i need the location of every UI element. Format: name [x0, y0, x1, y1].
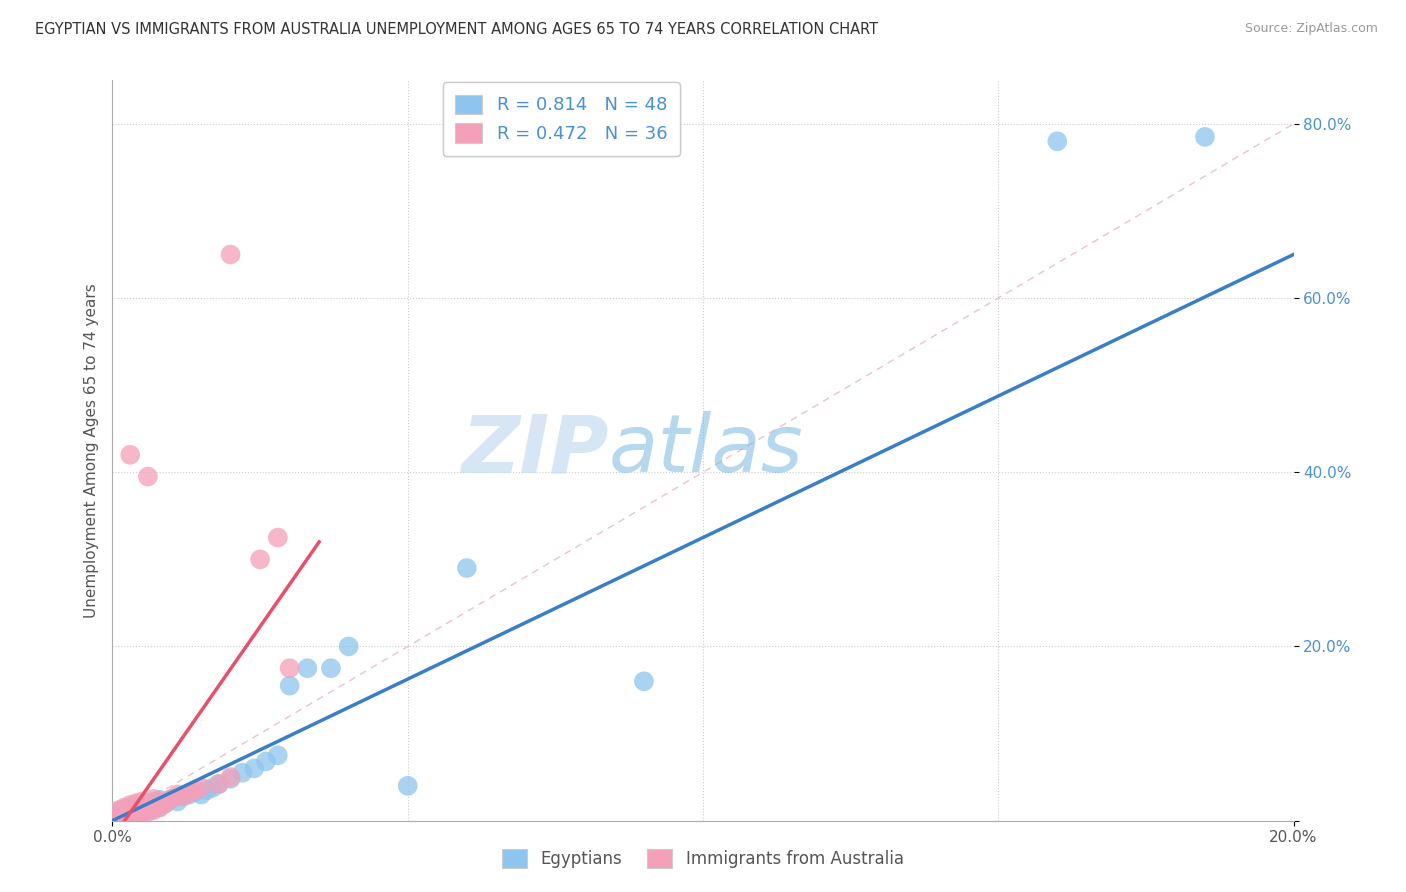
Point — [125, 796, 148, 810]
Point — [1046, 134, 1069, 148]
Point — [149, 795, 172, 809]
Point — [136, 797, 159, 812]
Y-axis label: Unemployment Among Ages 65 to 74 years: Unemployment Among Ages 65 to 74 years — [83, 283, 98, 618]
Point — [149, 800, 172, 814]
Point — [633, 674, 655, 689]
Point — [107, 808, 129, 822]
Point — [142, 803, 165, 817]
Point — [155, 796, 177, 810]
Point — [120, 800, 142, 814]
Point — [456, 561, 478, 575]
Point — [267, 531, 290, 545]
Point — [160, 792, 183, 806]
Point — [208, 777, 231, 791]
Text: ZIP: ZIP — [461, 411, 609, 490]
Point — [155, 796, 177, 810]
Text: atlas: atlas — [609, 411, 803, 490]
Point — [142, 792, 165, 806]
Point — [112, 805, 135, 819]
Point — [179, 786, 201, 800]
Point — [112, 809, 135, 823]
Point — [136, 796, 159, 810]
Point — [120, 809, 142, 823]
Point — [267, 748, 290, 763]
Point — [396, 779, 419, 793]
Point — [278, 679, 301, 693]
Point — [107, 807, 129, 822]
Point — [112, 807, 135, 822]
Point — [142, 795, 165, 809]
Point — [131, 801, 153, 815]
Point — [131, 805, 153, 819]
Point — [112, 800, 135, 814]
Point — [136, 469, 159, 483]
Text: EGYPTIAN VS IMMIGRANTS FROM AUSTRALIA UNEMPLOYMENT AMONG AGES 65 TO 74 YEARS COR: EGYPTIAN VS IMMIGRANTS FROM AUSTRALIA UN… — [35, 22, 879, 37]
Point — [190, 788, 212, 802]
Point — [219, 770, 242, 784]
Point — [125, 805, 148, 820]
Point — [131, 800, 153, 814]
Point — [112, 802, 135, 816]
Point — [1194, 129, 1216, 144]
Point — [131, 797, 153, 812]
Point — [136, 803, 159, 817]
Point — [120, 797, 142, 812]
Point — [120, 448, 142, 462]
Point — [107, 811, 129, 825]
Point — [107, 811, 129, 825]
Point — [179, 788, 201, 802]
Point — [112, 810, 135, 824]
Point — [125, 808, 148, 822]
Point — [112, 809, 135, 823]
Point — [107, 803, 129, 817]
Point — [125, 800, 148, 814]
Point — [297, 661, 319, 675]
Point — [125, 803, 148, 817]
Point — [243, 761, 266, 775]
Point — [107, 805, 129, 819]
Point — [166, 795, 188, 809]
Point — [160, 792, 183, 806]
Point — [149, 799, 172, 814]
Point — [120, 803, 142, 817]
Point — [254, 755, 277, 769]
Point — [166, 788, 188, 802]
Point — [219, 772, 242, 786]
Point — [195, 783, 218, 797]
Point — [190, 780, 212, 795]
Point — [172, 789, 194, 804]
Point — [131, 795, 153, 809]
Legend: R = 0.814   N = 48, R = 0.472   N = 36: R = 0.814 N = 48, R = 0.472 N = 36 — [443, 82, 681, 156]
Point — [131, 806, 153, 821]
Point — [125, 807, 148, 822]
Point — [184, 785, 207, 799]
Point — [112, 805, 135, 819]
Point — [278, 661, 301, 675]
Legend: Egyptians, Immigrants from Australia: Egyptians, Immigrants from Australia — [496, 843, 910, 875]
Point — [112, 806, 135, 821]
Point — [136, 805, 159, 819]
Point — [337, 640, 360, 654]
Point — [319, 661, 342, 675]
Point — [172, 789, 194, 804]
Point — [249, 552, 271, 566]
Point — [120, 806, 142, 821]
Point — [201, 780, 224, 795]
Point — [231, 765, 253, 780]
Point — [107, 806, 129, 821]
Point — [184, 783, 207, 797]
Text: Source: ZipAtlas.com: Source: ZipAtlas.com — [1244, 22, 1378, 36]
Point — [120, 805, 142, 819]
Point — [142, 801, 165, 815]
Point — [219, 247, 242, 261]
Point — [208, 777, 231, 791]
Point — [149, 793, 172, 807]
